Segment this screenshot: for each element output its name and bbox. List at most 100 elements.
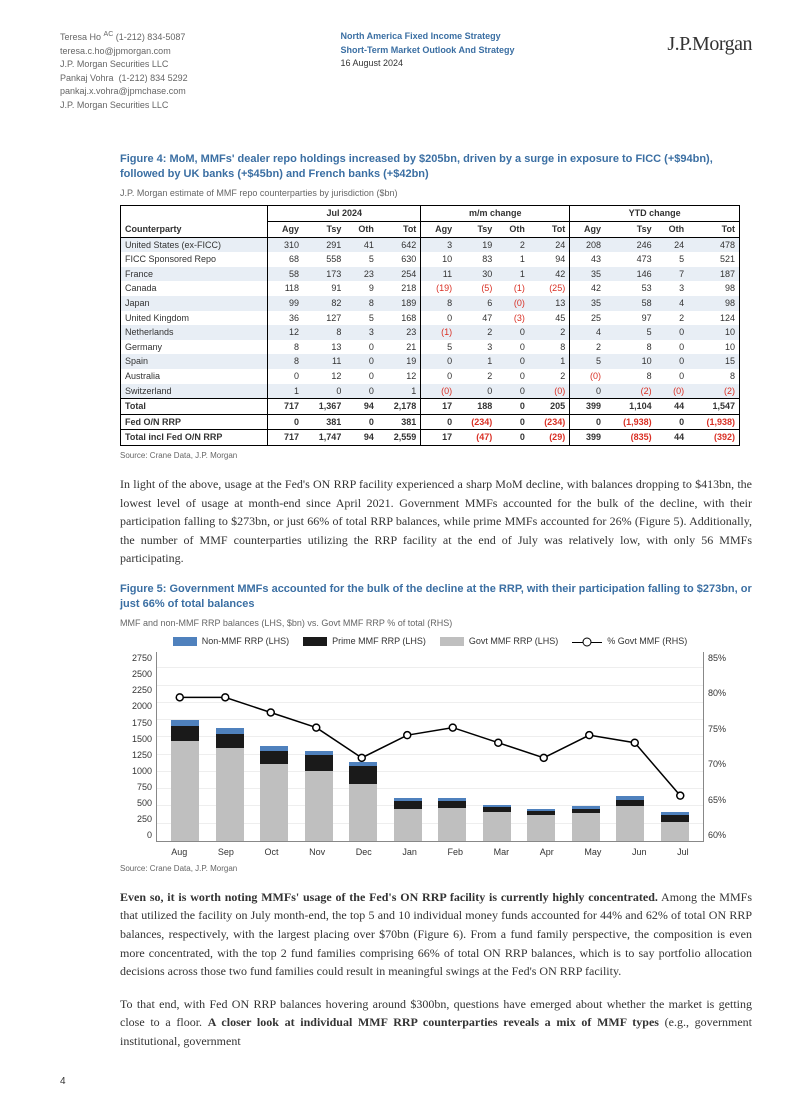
cell: (392) — [688, 430, 739, 446]
date-line: 16 August 2024 — [340, 57, 514, 71]
y-left-tick: 250 — [124, 813, 152, 826]
cell: 98 — [688, 281, 739, 296]
cell: 0 — [345, 354, 378, 369]
x-tick: Oct — [265, 846, 279, 859]
x-tick: May — [584, 846, 601, 859]
fig5-plot-area: 2750250022502000175015001250100075050025… — [120, 652, 740, 842]
cell: 11 — [303, 354, 345, 369]
y-right-tick: 80% — [708, 687, 736, 700]
cell: 8 — [303, 325, 345, 340]
table-row: United States (ex-FICC)31029141642319224… — [121, 237, 740, 252]
y-left-tick: 0 — [124, 829, 152, 842]
cell: 12 — [303, 369, 345, 384]
table-row: United Kingdom361275168047(3)4525972124 — [121, 311, 740, 326]
table-row: FICC Sponsored Repo685585630108319443473… — [121, 252, 740, 267]
cell: 2 — [456, 369, 496, 384]
y-axis-left: 2750250022502000175015001250100075050025… — [120, 652, 156, 842]
cell: 0 — [303, 384, 345, 399]
table-row: Japan9982818986(0)133558498 — [121, 296, 740, 311]
cell: 36 — [268, 311, 303, 326]
cell: 399 — [570, 399, 605, 415]
legend-line: % Govt MMF (RHS) — [572, 635, 687, 648]
cell: 0 — [421, 354, 456, 369]
col-tot3: Tot — [688, 221, 739, 237]
author2-org: J.P. Morgan Securities LLC — [60, 99, 188, 113]
table-row: Spain8110190101510015 — [121, 354, 740, 369]
cell: 381 — [303, 414, 345, 430]
para-3: To that end, with Fed ON RRP balances ho… — [120, 995, 752, 1051]
y-right-tick: 85% — [708, 652, 736, 665]
cell: 8 — [268, 340, 303, 355]
x-tick: Jun — [632, 846, 647, 859]
cell: (29) — [529, 430, 570, 446]
cell: 58 — [268, 267, 303, 282]
cell: 5 — [345, 311, 378, 326]
cell: 94 — [529, 252, 570, 267]
cell: (0) — [656, 384, 689, 399]
col-oth2: Oth — [496, 221, 529, 237]
grp-ytd: YTD change — [570, 206, 740, 222]
x-tick: Jan — [402, 846, 417, 859]
doc-meta: North America Fixed Income Strategy Shor… — [340, 30, 514, 112]
y-axis-right: 85%80%75%70%65%60% — [704, 652, 740, 842]
cell: 44 — [656, 399, 689, 415]
cell: 30 — [456, 267, 496, 282]
x-tick: Dec — [356, 846, 372, 859]
row-label: Switzerland — [121, 384, 268, 399]
table-row: Germany813021530828010 — [121, 340, 740, 355]
cell: 1,104 — [605, 399, 656, 415]
cell: 2 — [529, 325, 570, 340]
y-left-tick: 1000 — [124, 765, 152, 778]
cell: (5) — [456, 281, 496, 296]
author1-sup: AC — [104, 31, 114, 38]
cell: 44 — [656, 430, 689, 446]
cell: 127 — [303, 311, 345, 326]
cell: 42 — [570, 281, 605, 296]
swatch-non — [173, 637, 197, 646]
cell: 0 — [656, 354, 689, 369]
table-row: Canada118919218(19)(5)(1)(25)4253398 — [121, 281, 740, 296]
brand-logo: J.P.Morgan — [667, 30, 752, 112]
cell: (835) — [605, 430, 656, 446]
col-counterparty: Counterparty — [121, 206, 268, 237]
para-3-b: A closer look at individual MMF RRP coun… — [208, 1015, 659, 1029]
cell: 717 — [268, 430, 303, 446]
cell: 187 — [688, 267, 739, 282]
cell: 0 — [496, 384, 529, 399]
fig5-source: Source: Crane Data, J.P. Morgan — [120, 863, 752, 874]
cell: 8 — [605, 340, 656, 355]
cell: 124 — [688, 311, 739, 326]
cell: 8 — [529, 340, 570, 355]
page-header: Teresa Ho AC (1-212) 834-5087 teresa.c.h… — [60, 30, 752, 112]
cell: 10 — [605, 354, 656, 369]
row-label: United Kingdom — [121, 311, 268, 326]
cell: 0 — [496, 325, 529, 340]
cell: 5 — [421, 340, 456, 355]
table-row: Australia0120120202(0)808 — [121, 369, 740, 384]
fig4-subtitle: J.P. Morgan estimate of MMF repo counter… — [120, 187, 752, 200]
row-label: FICC Sponsored Repo — [121, 252, 268, 267]
cell: 0 — [456, 384, 496, 399]
y-right-tick: 75% — [708, 723, 736, 736]
row-label: Spain — [121, 354, 268, 369]
cell: 19 — [378, 354, 421, 369]
para-2: Even so, it is worth noting MMFs' usage … — [120, 888, 752, 981]
cell: 0 — [345, 384, 378, 399]
cell: (0) — [529, 384, 570, 399]
cell: 168 — [378, 311, 421, 326]
author1-phone: (1-212) 834-5087 — [116, 32, 186, 42]
cell: (47) — [456, 430, 496, 446]
fig4-title: Figure 4: MoM, MMFs' dealer repo holding… — [120, 152, 752, 183]
table-row: France58173232541130142351467187 — [121, 267, 740, 282]
row-label: Australia — [121, 369, 268, 384]
cell: 8 — [688, 369, 739, 384]
cell: 97 — [605, 311, 656, 326]
cell: 5 — [656, 252, 689, 267]
cell: 23 — [378, 325, 421, 340]
y-left-tick: 1250 — [124, 749, 152, 762]
cell: 558 — [303, 252, 345, 267]
cell: 8 — [421, 296, 456, 311]
cell: 0 — [421, 311, 456, 326]
y-left-tick: 2750 — [124, 652, 152, 665]
fig4-source: Source: Crane Data, J.P. Morgan — [120, 450, 752, 461]
